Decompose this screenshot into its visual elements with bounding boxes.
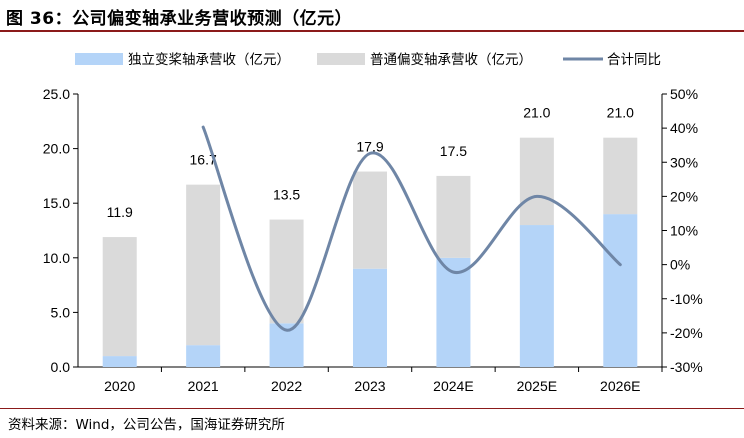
yoy-growth-line [201,125,622,332]
legend-swatch-1 [75,53,123,65]
y-right-tick-label: 0% [670,257,690,273]
y-left-tick-label: 25.0 [43,86,70,102]
y-left-tick-label: 0.0 [51,359,71,375]
bar-2024E-independent-pitch [436,257,471,367]
y-right-tick-label: 20% [670,188,698,204]
y-right-tick-label: -30% [670,359,703,375]
y-left-tick-label: 15.0 [43,195,70,211]
bar-2021-ordinary-yaw-pitch [186,184,221,346]
bar-2023-ordinary-yaw-pitch [353,171,387,269]
bar-2026E-independent-pitch [603,214,638,367]
y-left-tick-label: 10.0 [43,250,70,266]
legend-label-1: 独立变桨轴承营收（亿元） [128,51,290,67]
total-label-2024E: 17.5 [440,143,467,159]
total-label-2025E: 21.0 [523,105,550,121]
bar-2021-independent-pitch [186,345,221,367]
x-tick-label-2024E: 2024E [433,378,473,394]
total-label-2023: 17.9 [356,139,383,155]
x-tick-label-2021: 2021 [188,378,219,394]
y-right-tick-label: 40% [670,120,698,136]
bar-2023-independent-pitch [353,268,387,367]
title-divider [0,30,744,32]
legend-label-2: 普通偏变轴承营收（亿元） [370,52,532,67]
chart: 独立变桨轴承营收（亿元） 普通偏变轴承营收（亿元） 合计同比 0.0 5.0 10.0 15… [43,51,703,394]
source-note: 资料来源：Wind，公司公告，国海证券研究所 [8,417,285,433]
total-label-2020: 11.9 [107,204,133,220]
bar-2025E-independent-pitch [519,225,554,367]
y-right-tick-label: 30% [670,154,698,170]
x-tick-label-2025E: 2025E [517,378,557,394]
total-label-2022: 13.5 [273,187,300,203]
y-right-tick-label: -10% [670,291,703,307]
y-left-tick-label: 20.0 [43,141,70,157]
bar-2022-ordinary-yaw-pitch [269,219,304,324]
x-tick-label-2022: 2022 [271,378,302,394]
source-divider [0,408,744,409]
bar-2025E-ordinary-yaw-pitch [519,137,554,226]
figure-title: 图 36：公司偏变轴承业务营收预测（亿元） [6,9,353,29]
y-right-tick-label: 10% [670,223,698,239]
total-label-2021: 16.7 [190,152,217,168]
y-right-tick-label: 50% [670,86,698,102]
x-tick-label-2023: 2023 [354,378,385,394]
y-right-tick-label: -20% [670,325,703,341]
legend-label-3: 合计同比 [607,52,661,67]
bar-2026E-ordinary-yaw-pitch [603,137,638,215]
x-tick-label-2026E: 2026E [600,378,640,394]
bar-2020-independent-pitch [102,356,137,367]
total-label-2026E: 21.0 [607,105,634,121]
bar-2024E-ordinary-yaw-pitch [436,175,471,258]
y-left-tick-label: 5.0 [51,304,71,320]
bar-2020-ordinary-yaw-pitch [102,237,137,357]
x-tick-label-2020: 2020 [104,378,135,394]
legend-swatch-2 [317,53,365,65]
